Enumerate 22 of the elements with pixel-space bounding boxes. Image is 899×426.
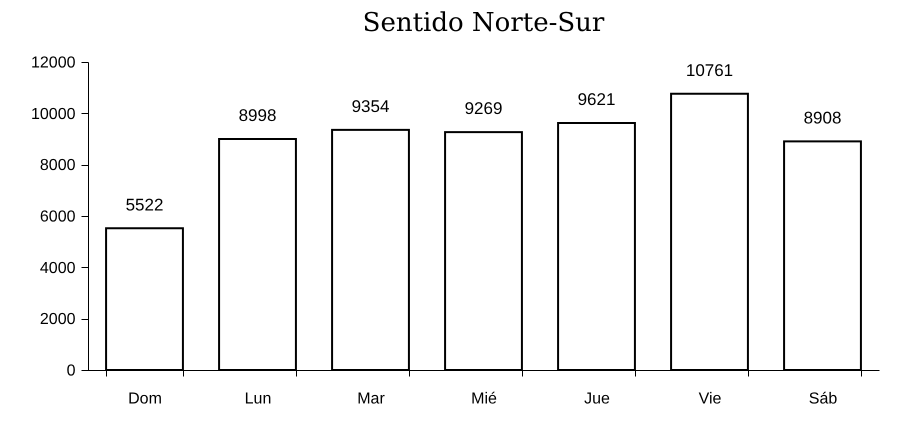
y-tick-label: 6000 — [40, 208, 76, 226]
y-tick-label: 10000 — [31, 106, 76, 123]
x-tick-label: Dom — [128, 390, 162, 408]
data-label: 5522 — [126, 195, 164, 214]
y-tick-label: 2000 — [40, 311, 76, 328]
data-label: 10761 — [686, 60, 734, 80]
data-label: 9621 — [578, 90, 616, 110]
chart-title: Sentido Norte-Sur — [362, 8, 605, 38]
data-label: 9269 — [464, 99, 502, 118]
y-tick-label: 8000 — [40, 157, 76, 174]
x-tick-label: Mié — [471, 390, 497, 408]
data-label: 8998 — [238, 106, 276, 126]
x-tick-label: Jue — [584, 390, 610, 408]
x-tick-label: Mar — [357, 390, 386, 408]
data-label: 8908 — [804, 108, 842, 128]
data-label: 9354 — [352, 96, 390, 116]
x-tick-label: Lun — [244, 390, 272, 408]
x-tick-label: Sáb — [808, 390, 838, 408]
y-tick-label: 0 — [66, 362, 76, 380]
x-tick-label: Vie — [698, 390, 722, 408]
y-tick-label: 4000 — [40, 260, 76, 277]
y-tick-label: 12000 — [31, 54, 76, 72]
